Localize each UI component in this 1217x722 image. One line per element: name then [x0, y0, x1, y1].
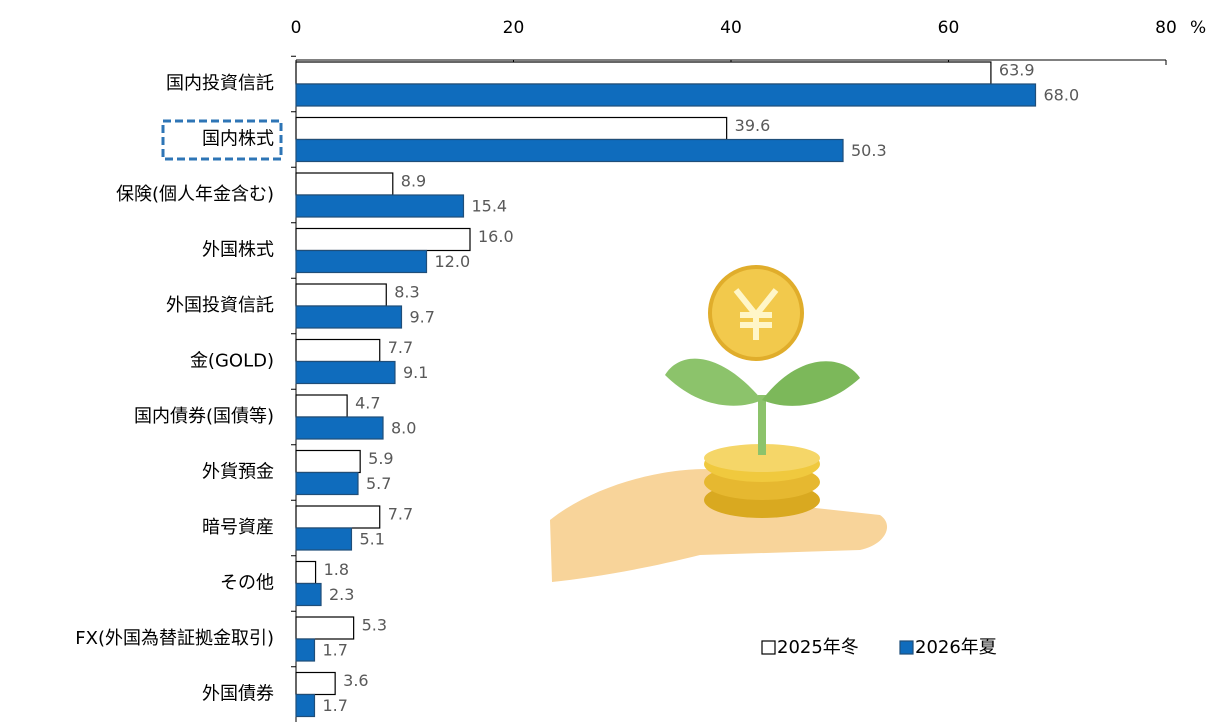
category-label: 国内投資信託 — [166, 73, 274, 94]
value-label: 9.7 — [409, 308, 434, 327]
value-label: 63.9 — [999, 61, 1035, 80]
legend-swatch — [762, 641, 775, 654]
x-tick-label: 60 — [938, 18, 960, 38]
legend-label: 2025年冬 — [777, 637, 859, 658]
bar — [296, 473, 358, 495]
x-tick-label: 20 — [503, 18, 525, 38]
bar — [296, 562, 316, 584]
category-label: 国内株式 — [202, 129, 274, 150]
legend-label: 2026年夏 — [915, 637, 997, 658]
illustration — [550, 267, 887, 582]
category-label: 暗号資産 — [202, 517, 274, 538]
bar — [296, 506, 380, 528]
bar — [296, 639, 314, 661]
value-label: 68.0 — [1044, 86, 1080, 105]
category-label: その他 — [220, 573, 274, 594]
value-label: 8.9 — [401, 172, 426, 191]
category-label: 国内債券(国債等) — [134, 406, 274, 427]
bar — [296, 118, 727, 140]
category-label: 外貨預金 — [202, 462, 274, 483]
bar — [296, 673, 335, 695]
value-label: 1.7 — [322, 641, 347, 660]
category-label: 外国債券 — [202, 684, 274, 705]
bar — [296, 528, 351, 550]
category-label: FX(外国為替証拠金取引) — [75, 628, 274, 649]
bar — [296, 395, 347, 417]
axis-unit: % — [1190, 18, 1206, 38]
value-label: 5.3 — [362, 616, 387, 635]
x-tick-label: 40 — [720, 18, 742, 38]
value-label: 3.6 — [343, 671, 368, 690]
bar — [296, 417, 383, 439]
bar — [296, 84, 1036, 106]
value-label: 39.6 — [735, 116, 771, 135]
bar — [296, 584, 321, 606]
value-label: 5.7 — [366, 474, 391, 493]
value-label: 12.0 — [435, 252, 471, 271]
bar — [296, 173, 393, 195]
bar — [296, 617, 354, 639]
bar — [296, 362, 395, 384]
bar — [296, 284, 386, 306]
category-label: 外国株式 — [202, 240, 274, 261]
category-label: 保険(個人年金含む) — [116, 184, 274, 205]
value-label: 5.1 — [359, 530, 384, 549]
bar — [296, 340, 380, 362]
value-label: 5.9 — [368, 449, 393, 468]
category-label: 金(GOLD) — [190, 351, 274, 372]
bar — [296, 451, 360, 473]
bar — [296, 62, 991, 84]
value-label: 4.7 — [355, 394, 380, 413]
x-tick-label: 80 — [1155, 18, 1177, 38]
value-label: 8.0 — [391, 419, 416, 438]
value-label: 2.3 — [329, 585, 354, 604]
bar — [296, 229, 470, 251]
value-label: 1.8 — [324, 560, 349, 579]
value-label: 15.4 — [471, 197, 507, 216]
chart: 2025年冬 2026年夏 % 0 20 40 60 80 国内投資信託 63.9 68.0 国… — [0, 0, 1217, 722]
legend-swatch — [900, 641, 913, 654]
category-label: 外国投資信託 — [166, 295, 274, 316]
value-label: 7.7 — [388, 505, 413, 524]
value-label: 8.3 — [394, 283, 419, 302]
value-label: 9.1 — [403, 363, 428, 382]
bar — [296, 140, 843, 162]
bar — [296, 695, 314, 717]
bar — [296, 251, 427, 273]
bar — [296, 195, 463, 217]
value-label: 1.7 — [322, 696, 347, 715]
x-tick-label: 0 — [291, 18, 302, 38]
value-label: 7.7 — [388, 338, 413, 357]
value-label: 50.3 — [851, 141, 887, 160]
value-label: 16.0 — [478, 227, 514, 246]
bar — [296, 306, 401, 328]
